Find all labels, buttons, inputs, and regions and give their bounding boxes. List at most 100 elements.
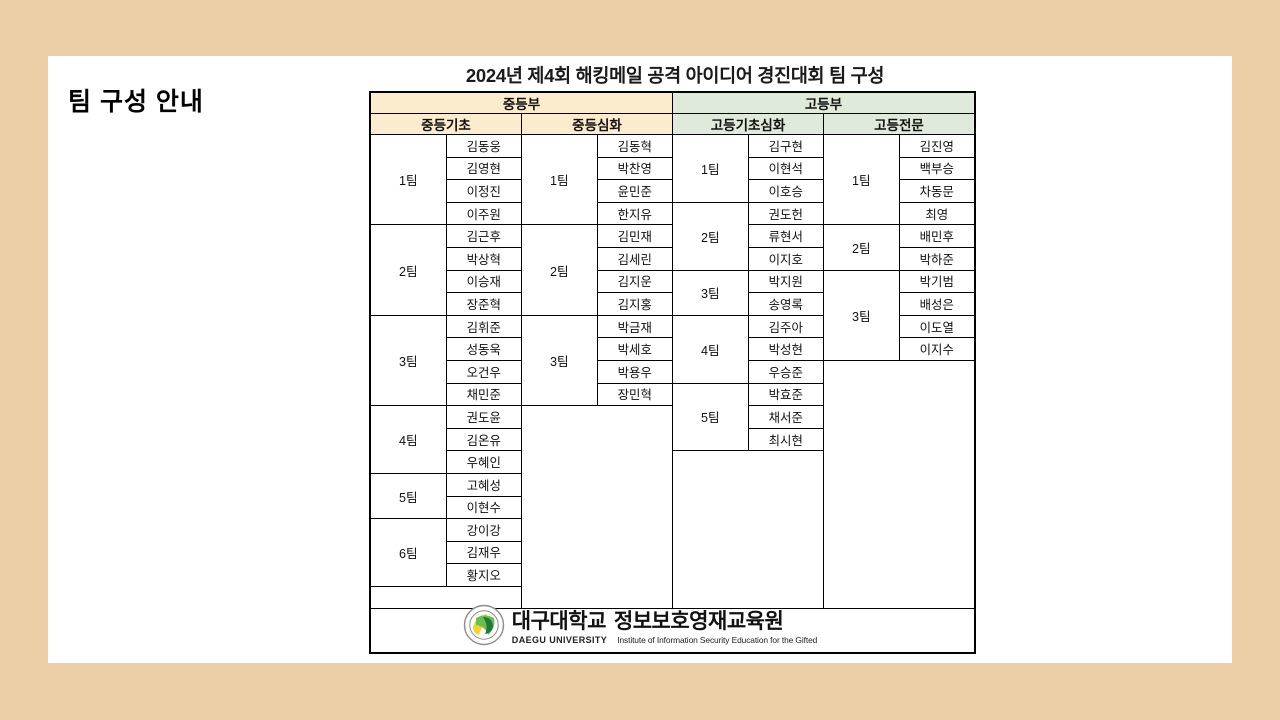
- member-name-cell: 김지홍: [596, 292, 673, 316]
- member-name-cell: 채서준: [747, 405, 824, 429]
- table-group-header: 고등부: [672, 92, 975, 114]
- table-row: 1팀 김동웅 1팀 김동혁 1팀 김구현 1팀 김진영: [370, 133, 975, 226]
- footer-text-block: 대구대학교 정보보호영재교육원 DAEGU UNIVERSITY Institu…: [512, 605, 817, 645]
- member-name-cell: 권도윤: [445, 405, 522, 429]
- member-name-cell: 최영: [898, 201, 975, 226]
- team-label-cell: 2팀: [823, 224, 900, 271]
- member-name-cell: 한지유: [596, 201, 673, 226]
- member-name-cell: 이지수: [898, 337, 975, 361]
- team-label-cell: 3팀: [672, 269, 749, 316]
- table-row: 이승재 김지운 3팀 박지원 3팀 박기범: [371, 269, 975, 361]
- table-row: 4팀 권도윤 채서준: [370, 405, 975, 610]
- member-name-cell: 김휘준: [445, 314, 522, 339]
- table-row: 이주원 한지유 2팀 권도헌 최영: [371, 201, 975, 271]
- member-name-cell: 김진영: [898, 134, 975, 158]
- member-name-cell: 김재우: [445, 540, 522, 565]
- member-name-cell: 우혜인: [445, 450, 522, 474]
- member-name-cell: 장준혁: [445, 292, 522, 316]
- team-label-cell: 4팀: [672, 314, 749, 384]
- team-label-cell: 1팀: [521, 133, 598, 226]
- team-label-cell: 2팀: [672, 201, 749, 271]
- member-name-cell: 김동웅: [445, 134, 522, 158]
- table-row: 채민준 장민혁 5팀 박효준: [371, 382, 975, 452]
- table-row: 김온유 최시현: [371, 427, 975, 452]
- table-row: 오건우 박용우 우승준: [371, 359, 975, 610]
- member-name-cell: 이승재: [445, 269, 522, 294]
- team-label-cell: 1팀: [672, 134, 749, 203]
- footer-korean-line: 대구대학교 정보보호영재교육원: [512, 605, 817, 635]
- empty-cell: [370, 585, 522, 610]
- table-row: [370, 585, 975, 610]
- daegu-university-emblem-icon: [463, 604, 505, 646]
- member-name-cell: 오건우: [445, 359, 522, 384]
- team-label-cell: 2팀: [370, 224, 447, 316]
- table-subgroup-header: 중등기초: [370, 113, 522, 135]
- member-name-cell: 김영현: [445, 156, 522, 181]
- university-name-en: DAEGU UNIVERSITY: [511, 635, 608, 645]
- table-row: 6팀 강이강: [370, 518, 975, 587]
- empty-cell: [823, 359, 975, 610]
- footer-english-line: DAEGU UNIVERSITY Institute of Informatio…: [512, 635, 817, 645]
- member-name-cell: 이주원: [445, 201, 522, 226]
- member-name-cell: 송영록: [747, 292, 824, 316]
- member-name-cell: 이도열: [898, 314, 975, 339]
- member-name-cell: 장민혁: [596, 382, 673, 407]
- member-name-cell: 박기범: [898, 269, 975, 294]
- table-row: 2팀 김근후 2팀 김민재 류현서 2팀 배민후: [370, 224, 975, 316]
- table-subgroup-header: 중등심화: [521, 113, 673, 135]
- member-name-cell: 강이강: [445, 518, 522, 542]
- member-name-cell: 이지호: [747, 246, 824, 271]
- member-name-cell: 이현수: [445, 495, 522, 520]
- member-name-cell: 배민후: [898, 224, 975, 248]
- member-name-cell: 김온유: [445, 427, 522, 452]
- table-row: 황지오: [371, 563, 975, 587]
- table-row: 김영현 박찬영 이현석 백부승: [371, 156, 975, 181]
- member-name-cell: 황지오: [445, 563, 522, 587]
- table-row: 박상혁 김세린 이지호 박하준: [371, 246, 975, 271]
- member-name-cell: 박세호: [596, 337, 673, 361]
- team-label-cell: 5팀: [672, 382, 749, 452]
- member-name-cell: 박성현: [747, 337, 824, 361]
- team-label-cell: 5팀: [370, 472, 447, 520]
- member-name-cell: 박금재: [596, 314, 673, 339]
- table-title: 2024년 제4회 해킹메일 공격 아이디어 경진대회 팀 구성: [465, 65, 885, 86]
- slide-canvas: 팀 구성 안내 2024년 제4회 해킹메일 공격 아이디어 경진대회 팀 구성…: [48, 56, 1232, 663]
- team-label-cell: 1팀: [370, 133, 447, 226]
- member-name-cell: 권도헌: [747, 201, 824, 226]
- member-name-cell: 우승준: [747, 359, 824, 384]
- team-label-cell: 6팀: [370, 518, 447, 587]
- team-label-cell: 3팀: [521, 314, 598, 407]
- team-label-cell: 4팀: [370, 405, 447, 474]
- member-name-cell: 류현서: [747, 224, 824, 248]
- footer-branding: 대구대학교 정보보호영재교육원 DAEGU UNIVERSITY Institu…: [48, 604, 1232, 646]
- empty-cell: [521, 405, 673, 610]
- table-row: 이현수: [371, 495, 975, 520]
- member-name-cell: 김지운: [596, 269, 673, 294]
- member-name-cell: 채민준: [445, 382, 522, 407]
- member-name-cell: 박효준: [747, 382, 824, 407]
- table-row: 성동욱 박세호 박성현 이지수: [371, 337, 975, 361]
- member-name-cell: 김세린: [596, 246, 673, 271]
- table-row: 김재우: [371, 540, 975, 565]
- empty-cell: [672, 450, 824, 610]
- table-row: 우혜인: [371, 450, 975, 610]
- member-name-cell: 박상혁: [445, 246, 522, 271]
- member-name-cell: 성동욱: [445, 337, 522, 361]
- member-name-cell: 이호승: [747, 179, 824, 203]
- member-name-cell: 박용우: [596, 359, 673, 384]
- table-subgroup-header: 고등기초심화: [672, 113, 824, 135]
- member-name-cell: 박지원: [747, 269, 824, 294]
- member-name-cell: 박하준: [898, 246, 975, 271]
- team-label-cell: 2팀: [521, 224, 598, 316]
- team-composition-table: 중등부 고등부 중등기초 중등심화 고등기초심화 고등전문 1팀 김동웅 1팀 김동혁 1팀 김구현 1…: [370, 92, 975, 610]
- member-name-cell: 이현석: [747, 156, 824, 181]
- university-name-kr: 대구대학교: [511, 610, 607, 633]
- table-group-header: 중등부: [370, 92, 673, 114]
- member-name-cell: 고혜성: [445, 472, 522, 497]
- team-label-cell: 3팀: [370, 314, 447, 407]
- member-name-cell: 최시현: [747, 427, 824, 452]
- team-label-cell: 3팀: [823, 269, 900, 361]
- table-row: 3팀 김휘준 3팀 박금재 4팀 김주아 이도열: [370, 314, 975, 407]
- member-name-cell: 김구현: [747, 134, 824, 158]
- member-name-cell: 김주아: [747, 314, 824, 339]
